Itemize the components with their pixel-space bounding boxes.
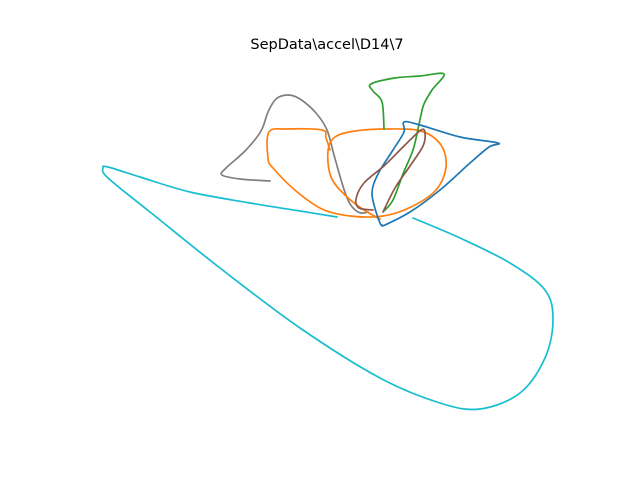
series-line-3 bbox=[266, 127, 448, 220]
series-layer bbox=[101, 72, 554, 411]
series-line-6 bbox=[354, 128, 427, 213]
series-line-1 bbox=[101, 165, 554, 411]
chart-title: SepData\accel\D14\7 bbox=[250, 37, 403, 53]
series-line-5 bbox=[371, 120, 501, 227]
series-line-2 bbox=[220, 94, 369, 214]
series-line-4 bbox=[368, 72, 446, 212]
